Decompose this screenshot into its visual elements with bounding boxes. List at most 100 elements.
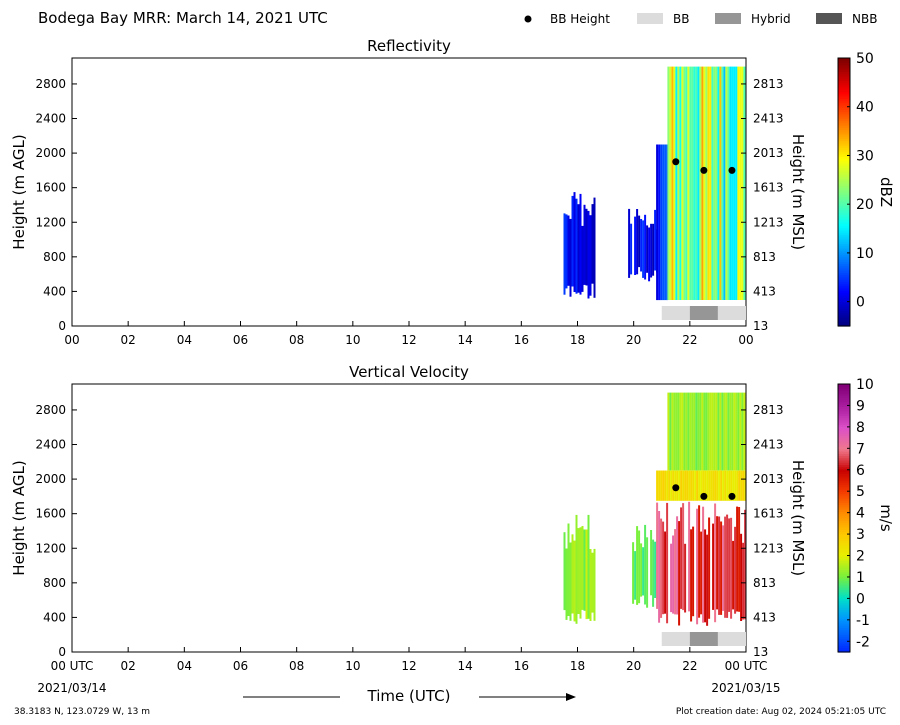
bb-type-segment xyxy=(689,306,718,320)
colorbar-cell xyxy=(838,243,850,247)
bb-type-segment xyxy=(661,632,690,646)
echo-strip xyxy=(587,210,590,299)
echo-strip xyxy=(729,66,732,300)
colorbar-cell xyxy=(838,627,850,631)
colorbar-cell xyxy=(838,486,850,490)
echo-strip xyxy=(744,509,746,620)
echo-strip xyxy=(591,204,594,284)
colorbar-cell xyxy=(838,417,850,421)
echo-strip xyxy=(720,521,723,615)
echo-strip xyxy=(644,524,647,605)
colorbar-cell xyxy=(838,95,850,99)
echo-strip xyxy=(670,543,673,613)
colorbar-cell xyxy=(838,288,850,291)
echo-strip xyxy=(673,392,676,471)
colorbar-tick-label: 4 xyxy=(856,506,865,522)
colorbar-cell xyxy=(838,549,850,553)
echo-strip xyxy=(567,215,570,286)
x-tick-label: 14 xyxy=(458,659,473,673)
colorbar-cell xyxy=(838,643,850,646)
colorbar-cell xyxy=(838,252,850,256)
echo-strip xyxy=(714,470,717,501)
colorbar-cell xyxy=(838,585,850,588)
colorbar-cell xyxy=(838,62,850,66)
echo-strip xyxy=(579,193,582,295)
x-axis-label: Time (UTC) xyxy=(367,687,451,705)
echo-strip xyxy=(662,144,665,301)
colorbar-cell xyxy=(838,64,850,68)
colorbar-cell xyxy=(838,448,850,452)
colorbar-cell xyxy=(838,540,850,544)
colorbar-cell xyxy=(838,444,850,448)
y-tick-label: 2800 xyxy=(35,403,66,417)
echo-strip xyxy=(703,392,706,471)
echo-strip xyxy=(716,470,719,501)
x-tick-label: 10 xyxy=(345,333,360,347)
colorbar-cell xyxy=(838,415,850,419)
colorbar-cell xyxy=(838,87,850,90)
x-tick-label: 22 xyxy=(682,333,697,347)
echo-strip xyxy=(667,392,670,471)
echo-strip xyxy=(724,516,727,618)
echo-strip xyxy=(717,392,720,471)
bb-type-segment xyxy=(717,306,746,320)
colorbar-cell xyxy=(838,138,850,142)
colorbar-tick-label: -2 xyxy=(856,634,870,650)
colorbar-cell xyxy=(838,236,850,240)
colorbar-cell xyxy=(838,437,850,441)
bb-height-point xyxy=(728,492,736,500)
echo-strip xyxy=(702,470,705,501)
colorbar-cell xyxy=(838,229,850,233)
colorbar-cell xyxy=(838,158,850,162)
echo-strip xyxy=(671,392,674,471)
x-tick-label: 00 xyxy=(64,333,79,347)
colorbar-cell xyxy=(838,419,850,423)
colorbar-cell xyxy=(838,109,850,113)
vertical-velocity-panel: Vertical Velocity04008001200160020002400… xyxy=(10,363,895,673)
colorbar-cell xyxy=(838,551,850,555)
echo-strip xyxy=(701,66,704,300)
x-tick-label: 00 xyxy=(738,333,753,347)
y-right-tick-label: 2813 xyxy=(753,403,784,417)
x-tick-label: 06 xyxy=(233,333,248,347)
colorbar-cell xyxy=(838,113,850,117)
echo-strip xyxy=(656,470,659,501)
colorbar-cell xyxy=(838,218,850,222)
echo-strip xyxy=(585,208,588,286)
echo-strip xyxy=(664,531,667,614)
echo-strip xyxy=(706,534,709,626)
echo-strip xyxy=(727,66,730,300)
echo-strip xyxy=(666,502,669,624)
echo-strip xyxy=(697,66,700,300)
echo-strip xyxy=(691,66,694,300)
echo-strip xyxy=(730,470,733,501)
colorbar-cell xyxy=(838,102,850,106)
colorbar-cell xyxy=(838,111,850,115)
echo-strip xyxy=(739,66,742,300)
echo-strip xyxy=(679,392,682,471)
colorbar-cell xyxy=(838,116,850,119)
plot-creation-date: Plot creation date: Aug 02, 2024 05:21:0… xyxy=(676,707,886,717)
echo-strip xyxy=(583,529,586,611)
echo-strip xyxy=(668,470,671,501)
time-arrow-head xyxy=(566,693,576,701)
colorbar-cell xyxy=(838,192,850,195)
colorbar-cell xyxy=(838,591,850,595)
echo-strip xyxy=(721,66,724,300)
echo-strip xyxy=(673,66,676,300)
colorbar-cell xyxy=(838,263,850,267)
echo-strip xyxy=(734,470,737,501)
y-right-tick-label: 1213 xyxy=(753,215,784,229)
echo-strip xyxy=(712,470,715,501)
echo-strip xyxy=(652,539,655,607)
echo-strip xyxy=(656,502,659,609)
echo-strip xyxy=(678,521,681,626)
colorbar-cell xyxy=(838,194,850,198)
colorbar-cell xyxy=(838,75,850,79)
x-tick-label: 08 xyxy=(289,333,304,347)
colorbar-label: m/s xyxy=(877,504,895,532)
colorbar-cell xyxy=(838,60,850,64)
y-right-tick-label: 2413 xyxy=(753,438,784,452)
echo-strip xyxy=(573,540,576,622)
